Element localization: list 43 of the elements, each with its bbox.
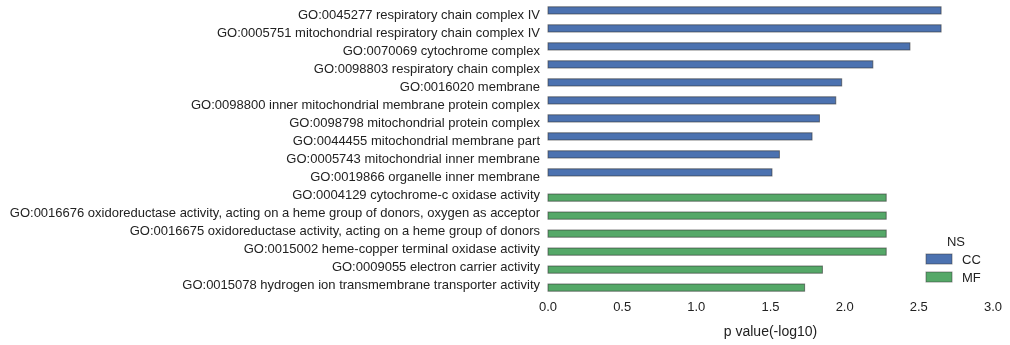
bar [547, 42, 911, 51]
y-tick-label: GO:0070069 cytochrome complex [342, 42, 541, 58]
bar [547, 247, 887, 256]
bar [547, 132, 813, 141]
y-tick-label: GO:0098798 mitochondrial protein complex [289, 114, 541, 130]
y-tick-label: GO:0015002 heme-copper terminal oxidase activity [243, 240, 541, 256]
bar [547, 211, 887, 220]
bar [547, 265, 823, 274]
bar [547, 6, 942, 15]
y-tick-label: GO:0098803 respiratory chain complex [313, 60, 541, 76]
bar [547, 283, 806, 292]
legend-label: CC [962, 251, 981, 267]
x-tick-label: 2.0 [835, 299, 854, 314]
y-tick-label: GO:0044455 mitochondrial membrane part [292, 132, 541, 148]
bar [547, 168, 773, 177]
bar [547, 78, 843, 87]
y-tick-label: GO:0016676 oxidoreductase activity, acting on a heme group of donors, oxygen as acceptor [9, 204, 541, 220]
y-tick-label: GO:0009055 electron carrier activity [331, 258, 541, 274]
y-tick-label: GO:0019866 organelle inner membrane [310, 168, 540, 184]
bar [547, 150, 780, 159]
y-tick-label: GO:0005751 mitochondrial respiratory chain complex IV [217, 24, 541, 40]
y-tick-label: GO:0098800 inner mitochondrial membrane protein complex [190, 96, 541, 112]
y-tick-label: GO:0004129 cytochrome-c oxidase activity [292, 186, 541, 202]
bar [547, 96, 837, 105]
y-tick-label: GO:0045277 respiratory chain complex IV [297, 6, 541, 22]
y-tick-label: GO:0015078 hydrogen ion transmembrane transporter activity [182, 276, 541, 292]
y-tick-label: GO:0016675 oxidoreductase activity, acting on a heme group of donors [129, 222, 541, 238]
bar [547, 229, 887, 238]
x-tick-label: 3.0 [983, 299, 1003, 314]
y-tick-label: GO:0005743 mitochondrial inner membrane [286, 150, 540, 166]
bar [547, 193, 887, 202]
bar [547, 114, 820, 123]
x-tick-label: 2.5 [909, 299, 928, 314]
y-tick-label: GO:0016020 membrane [399, 78, 540, 94]
legend-title: NS [946, 234, 966, 249]
legend-label: MF [962, 269, 981, 285]
x-tick-label: 0.5 [613, 299, 632, 314]
x-tick-label: 1.5 [761, 299, 780, 314]
bar [547, 24, 942, 33]
x-tick-label: 1.0 [687, 299, 706, 314]
x-tick-label: 0.0 [538, 299, 558, 314]
bar [547, 60, 874, 69]
x-axis-title: p value(-log10) [723, 323, 818, 339]
